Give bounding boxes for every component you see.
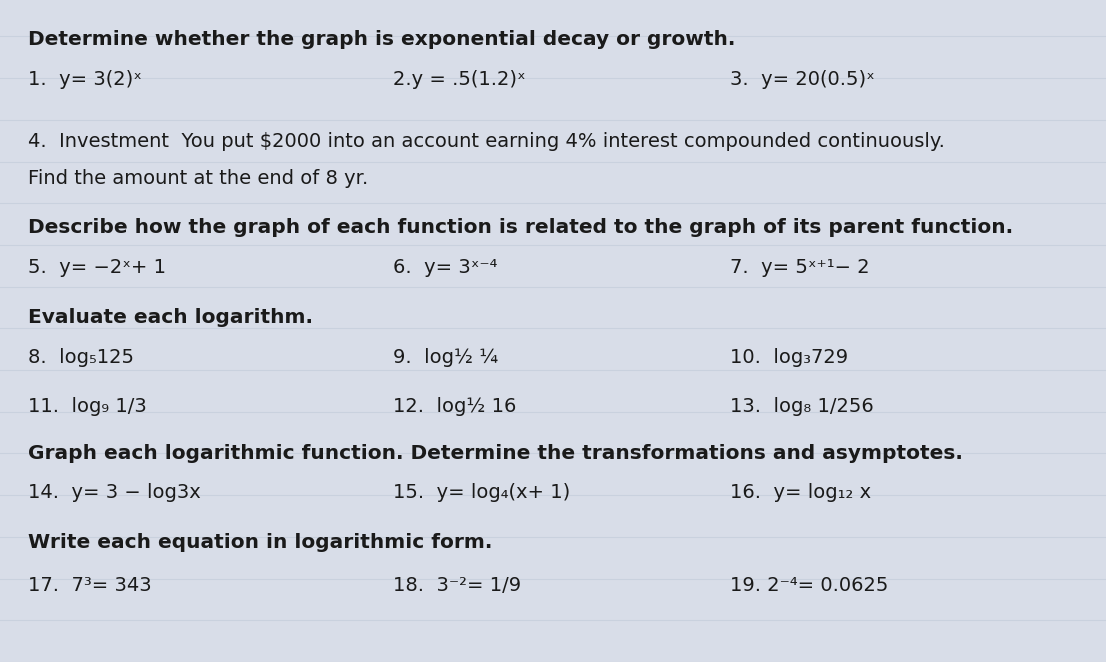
Text: 12.  log½ 16: 12. log½ 16 [393, 397, 517, 416]
Text: 10.  log₃729: 10. log₃729 [730, 348, 848, 367]
Text: 9.  log½ ¼: 9. log½ ¼ [393, 348, 498, 367]
Text: 15.  y= log₄(x+ 1): 15. y= log₄(x+ 1) [393, 483, 570, 502]
Text: Find the amount at the end of 8 yr.: Find the amount at the end of 8 yr. [28, 169, 368, 188]
Text: 4.  Investment  You put $2000 into an account earning 4% interest compounded con: 4. Investment You put $2000 into an acco… [28, 132, 945, 152]
Text: 16.  y= log₁₂ x: 16. y= log₁₂ x [730, 483, 872, 502]
Text: 2.y = .5(1.2)ˣ: 2.y = .5(1.2)ˣ [393, 70, 525, 89]
Text: 11.  log₉ 1/3: 11. log₉ 1/3 [28, 397, 146, 416]
Text: Write each equation in logarithmic form.: Write each equation in logarithmic form. [28, 533, 492, 552]
Text: 8.  log₅125: 8. log₅125 [28, 348, 134, 367]
Text: Evaluate each logarithm.: Evaluate each logarithm. [28, 308, 313, 327]
Text: 17.  7³= 343: 17. 7³= 343 [28, 576, 152, 595]
Text: Describe how the graph of each function is related to the graph of its parent fu: Describe how the graph of each function … [28, 218, 1013, 238]
Text: 3.  y= 20(0.5)ˣ: 3. y= 20(0.5)ˣ [730, 70, 875, 89]
Text: 1.  y= 3(2)ˣ: 1. y= 3(2)ˣ [28, 70, 142, 89]
Text: 7.  y= 5ˣ⁺¹− 2: 7. y= 5ˣ⁺¹− 2 [730, 258, 869, 277]
Text: 18.  3⁻²= 1/9: 18. 3⁻²= 1/9 [393, 576, 521, 595]
Text: 5.  y= −2ˣ+ 1: 5. y= −2ˣ+ 1 [28, 258, 166, 277]
Text: 19. 2⁻⁴= 0.0625: 19. 2⁻⁴= 0.0625 [730, 576, 888, 595]
Text: Determine whether the graph is exponential decay or growth.: Determine whether the graph is exponenti… [28, 30, 735, 49]
Text: Graph each logarithmic function. Determine the transformations and asymptotes.: Graph each logarithmic function. Determi… [28, 444, 962, 463]
Text: 13.  log₈ 1/256: 13. log₈ 1/256 [730, 397, 874, 416]
Text: 14.  y= 3 − log3x: 14. y= 3 − log3x [28, 483, 200, 502]
Text: 6.  y= 3ˣ⁻⁴: 6. y= 3ˣ⁻⁴ [393, 258, 497, 277]
